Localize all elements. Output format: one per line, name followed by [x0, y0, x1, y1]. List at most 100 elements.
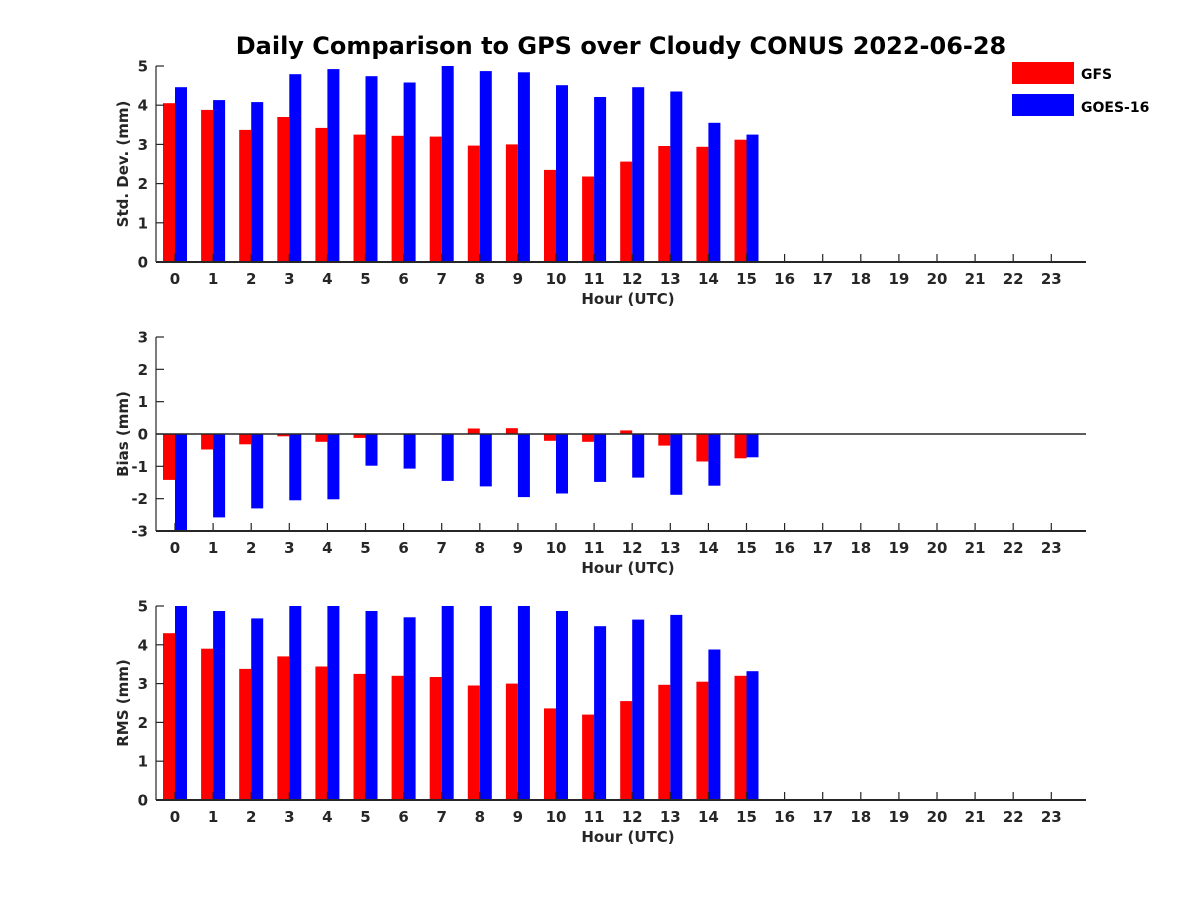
x-tick-label-14: 14: [698, 539, 719, 557]
bar-goes-16-hour-0: [175, 434, 187, 531]
x-tick-label-3: 3: [284, 270, 294, 288]
bar-goes-16-hour-4: [327, 606, 340, 800]
bar-gfs-hour-15: [734, 434, 747, 459]
x-tick-label-1: 1: [208, 270, 218, 288]
bar-gfs-hour-11: [582, 176, 595, 262]
bar-gfs-hour-3: [277, 434, 290, 437]
x-tick-label-16: 16: [774, 539, 795, 557]
x-tick-label-21: 21: [965, 808, 986, 826]
bar-goes-16-hour-13: [670, 434, 683, 495]
x-tick-label-9: 9: [513, 270, 523, 288]
x-tick-label-18: 18: [850, 808, 871, 826]
bar-goes-16-hour-8: [479, 434, 492, 487]
bar-goes-16-hour-0: [175, 606, 187, 800]
x-tick-label-17: 17: [812, 808, 833, 826]
bar-gfs-hour-2: [239, 129, 252, 262]
bar-gfs-hour-0: [163, 434, 175, 480]
bar-gfs-hour-4: [315, 434, 328, 442]
bar-goes-16-hour-3: [289, 434, 302, 501]
bar-goes-16-hour-15: [746, 671, 759, 800]
bar-gfs-hour-8: [467, 145, 480, 262]
x-axis-label: Hour (UTC): [581, 828, 674, 846]
y-tick-label: 3: [138, 136, 148, 154]
bar-gfs-hour-13: [658, 684, 671, 800]
x-tick-label-4: 4: [322, 808, 332, 826]
x-tick-label-22: 22: [1003, 270, 1024, 288]
x-tick-label-7: 7: [436, 539, 446, 557]
y-tick-label: 3: [138, 329, 148, 347]
x-tick-label-7: 7: [436, 270, 446, 288]
bar-goes-16-hour-3: [289, 606, 302, 800]
y-tick-label: 5: [138, 598, 148, 616]
bar-gfs-hour-7: [429, 677, 442, 800]
bar-goes-16-hour-1: [213, 611, 226, 800]
y-tick-label: -2: [131, 490, 148, 508]
bar-goes-16-hour-1: [213, 100, 226, 262]
x-tick-label-18: 18: [850, 270, 871, 288]
x-tick-label-6: 6: [398, 808, 408, 826]
bar-gfs-hour-0: [163, 633, 175, 800]
bar-goes-16-hour-10: [556, 611, 568, 800]
bar-gfs-hour-10: [544, 169, 556, 262]
bar-gfs-hour-2: [239, 668, 252, 800]
x-tick-label-14: 14: [698, 270, 719, 288]
y-tick-label: 2: [138, 175, 148, 193]
bar-goes-16-hour-14: [708, 649, 721, 800]
x-tick-label-15: 15: [736, 539, 757, 557]
x-tick-label-20: 20: [927, 270, 948, 288]
y-tick-label: 4: [138, 97, 148, 115]
bar-goes-16-hour-12: [632, 619, 645, 800]
bar-goes-16-hour-13: [670, 91, 683, 262]
bar-gfs-hour-14: [696, 434, 709, 462]
x-tick-label-3: 3: [284, 539, 294, 557]
x-tick-label-12: 12: [622, 539, 643, 557]
x-tick-label-19: 19: [888, 808, 909, 826]
bar-gfs-hour-14: [696, 681, 709, 800]
bar-goes-16-hour-4: [327, 434, 340, 500]
bar-goes-16-hour-2: [251, 102, 264, 262]
x-tick-label-20: 20: [927, 808, 948, 826]
bar-goes-16-hour-10: [556, 85, 568, 262]
bar-gfs-hour-3: [277, 117, 290, 262]
x-tick-label-5: 5: [360, 808, 370, 826]
x-tick-label-7: 7: [436, 808, 446, 826]
x-tick-label-1: 1: [208, 539, 218, 557]
x-tick-label-0: 0: [170, 539, 180, 557]
bar-gfs-hour-12: [620, 430, 633, 434]
bar-gfs-hour-13: [658, 434, 671, 446]
bar-goes-16-hour-6: [403, 434, 416, 469]
bar-goes-16-hour-6: [403, 82, 416, 262]
bar-gfs-hour-6: [391, 675, 404, 800]
bar-goes-16-hour-4: [327, 69, 340, 262]
bar-goes-16-hour-11: [594, 434, 607, 482]
y-tick-label: -3: [131, 523, 148, 541]
bar-goes-16-hour-14: [708, 122, 721, 262]
bar-gfs-hour-3: [277, 656, 290, 800]
x-tick-label-4: 4: [322, 270, 332, 288]
bar-goes-16-hour-3: [289, 74, 302, 262]
bar-gfs-hour-7: [429, 136, 442, 262]
x-tick-label-4: 4: [322, 539, 332, 557]
x-tick-label-22: 22: [1003, 808, 1024, 826]
x-tick-label-13: 13: [660, 539, 681, 557]
bar-goes-16-hour-13: [670, 614, 683, 800]
bar-goes-16-hour-15: [746, 434, 759, 458]
bar-goes-16-hour-8: [479, 71, 492, 262]
bar-gfs-hour-10: [544, 708, 556, 800]
y-tick-label: 5: [138, 58, 148, 76]
x-tick-label-11: 11: [584, 808, 605, 826]
bar-gfs-hour-0: [163, 103, 175, 262]
bar-gfs-hour-11: [582, 434, 595, 442]
bar-gfs-hour-15: [734, 675, 747, 800]
x-tick-label-19: 19: [888, 539, 909, 557]
x-axis-label: Hour (UTC): [581, 290, 674, 308]
x-tick-label-16: 16: [774, 808, 795, 826]
x-tick-label-9: 9: [513, 808, 523, 826]
y-tick-label: 0: [138, 254, 148, 272]
bar-goes-16-hour-8: [479, 606, 492, 800]
bar-gfs-hour-2: [239, 434, 252, 445]
